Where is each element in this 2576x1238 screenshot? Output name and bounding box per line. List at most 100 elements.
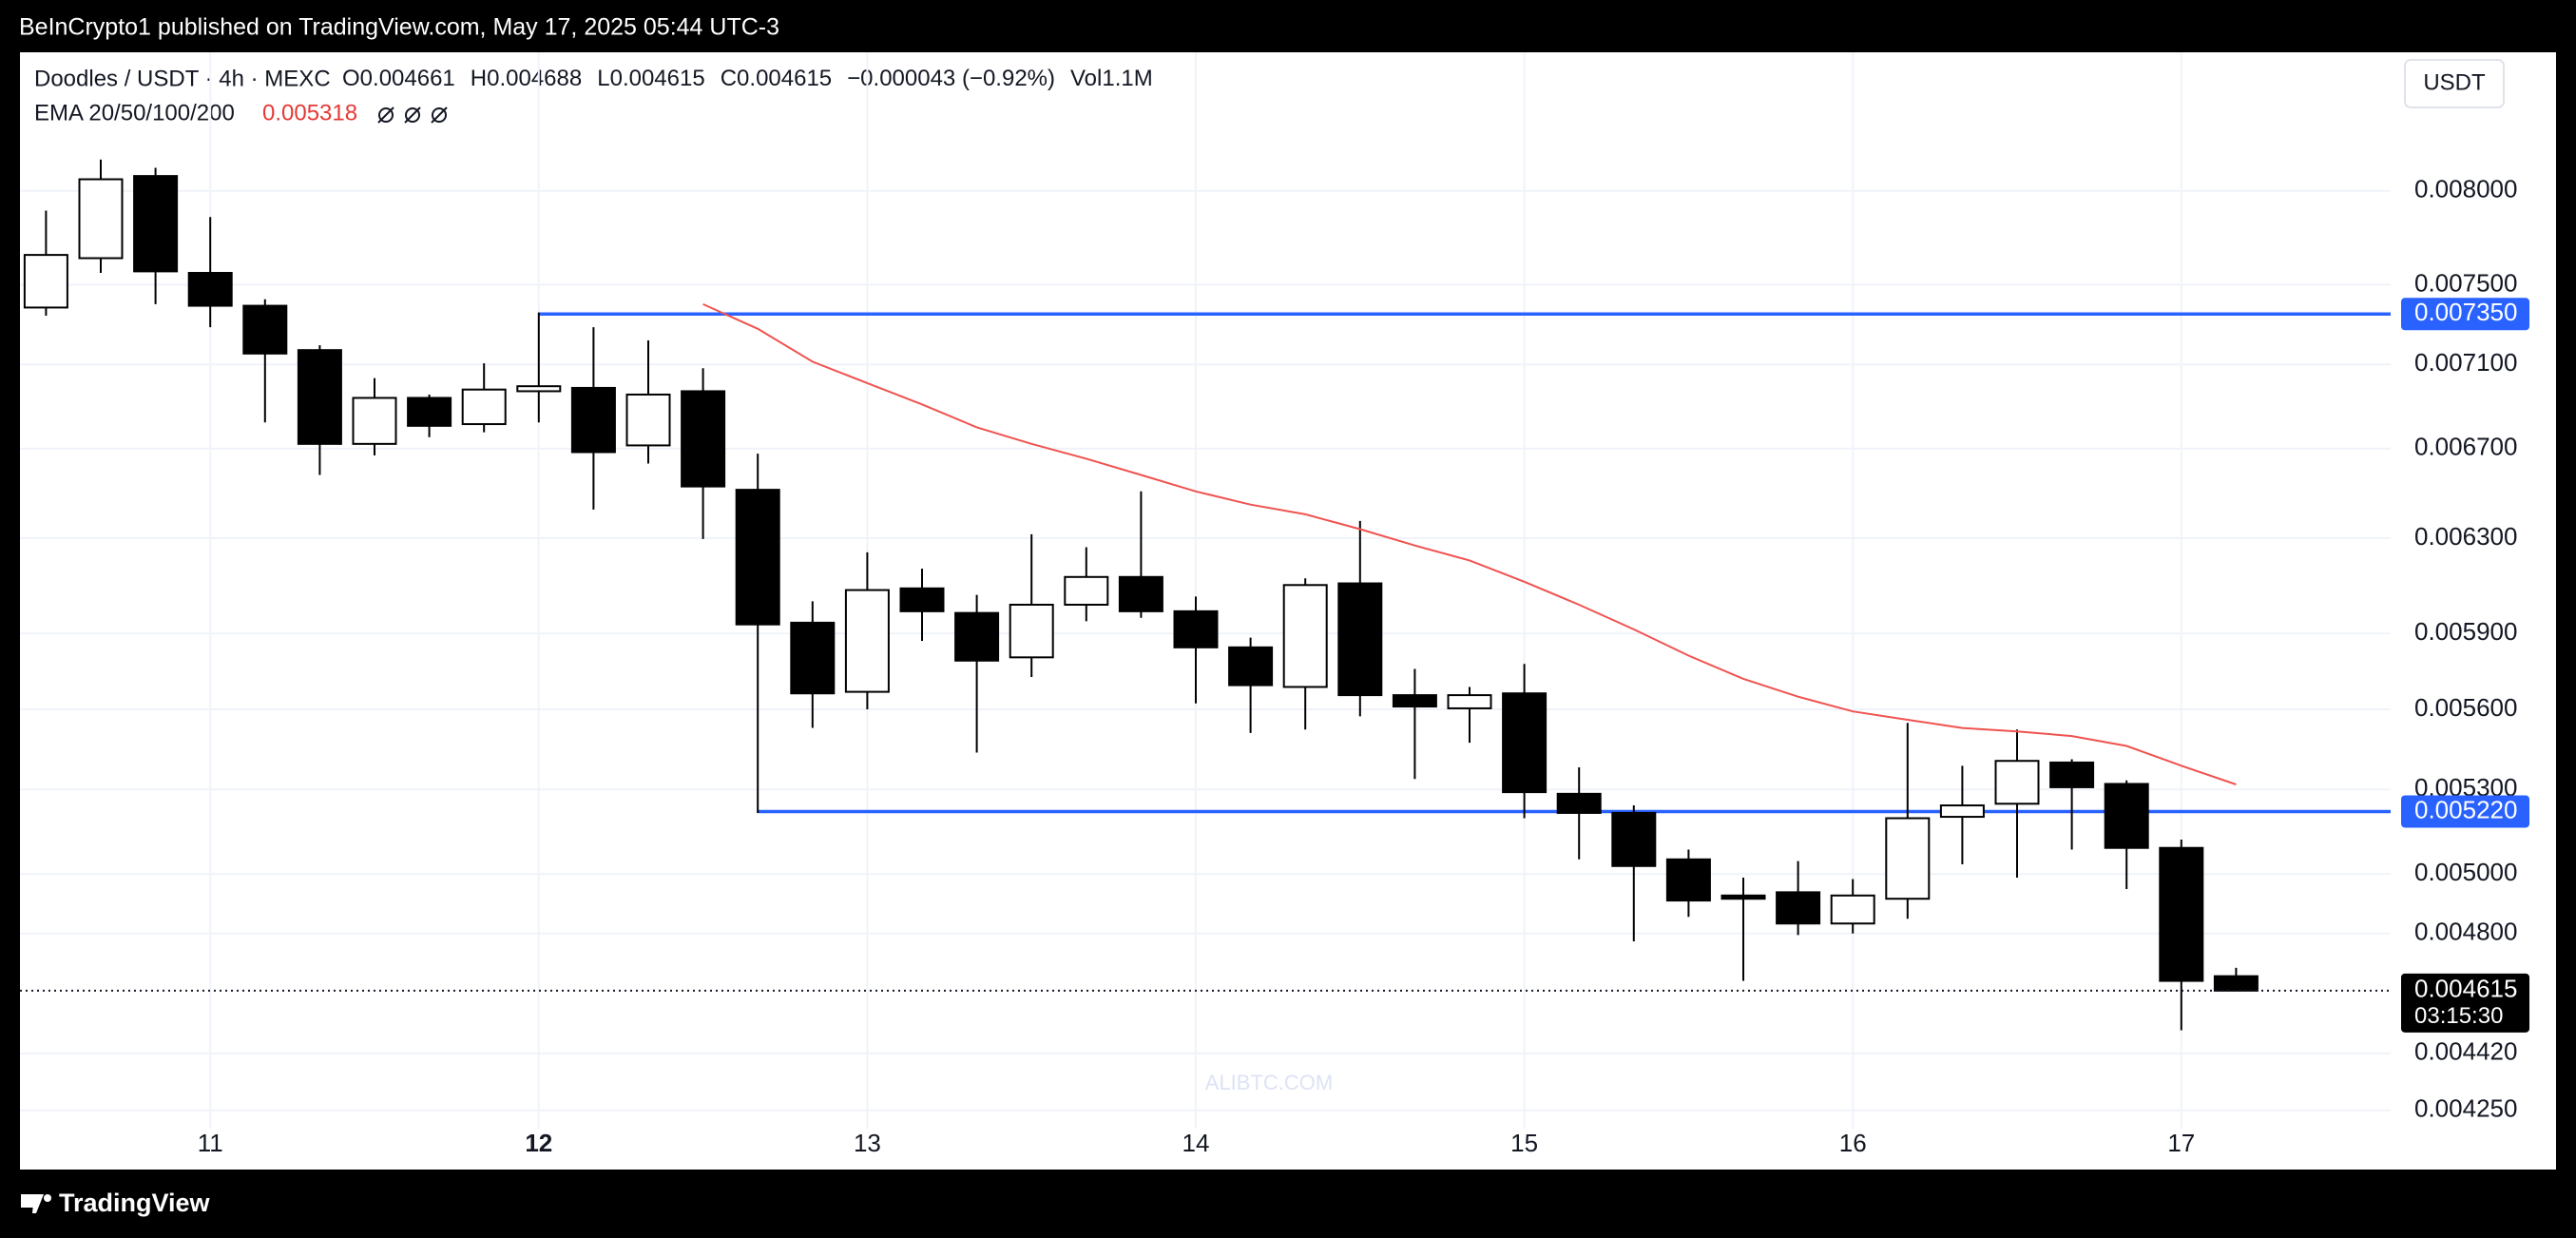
candle-body-up xyxy=(23,254,68,309)
candle-body-down xyxy=(2213,975,2259,992)
candle-body-up xyxy=(352,397,397,445)
y-tick-label: 0.005900 xyxy=(2414,617,2517,646)
ema-hidden-icon xyxy=(378,107,394,123)
candle xyxy=(1064,547,1109,622)
candle xyxy=(1556,767,1602,860)
candle-body-down xyxy=(681,390,726,488)
x-tick-label: 16 xyxy=(1839,1129,1867,1157)
candle xyxy=(1337,520,1383,717)
candle-body-down xyxy=(954,611,1000,662)
ema-hidden-icon xyxy=(405,107,420,123)
candle-body-down xyxy=(1392,694,1437,708)
candle xyxy=(133,167,179,304)
candle xyxy=(1447,687,1492,744)
candle-body-down xyxy=(1665,858,1711,902)
x-tick-label: 12 xyxy=(525,1129,552,1157)
x-tick-label: 11 xyxy=(198,1129,223,1157)
y-tick-label: 0.008000 xyxy=(2414,175,2517,203)
legend-ema-value: 0.005318 xyxy=(262,100,357,126)
legend-change: −0.000043 (−0.92%) xyxy=(847,66,1055,91)
candle xyxy=(2049,759,2095,850)
candle-body-up xyxy=(461,388,507,426)
ohlc-label: L xyxy=(597,66,609,91)
candle-body-up xyxy=(1885,817,1931,900)
candle xyxy=(516,312,562,423)
logo-mark xyxy=(32,1194,44,1213)
candle xyxy=(1830,879,1875,934)
candle xyxy=(78,159,124,274)
tradingview-logo xyxy=(21,1194,51,1213)
candle-body-down xyxy=(2104,783,2149,849)
logo-mark xyxy=(44,1194,51,1202)
publish-header: BeInCrypto1 published on TradingView.com… xyxy=(19,14,779,41)
candle-body-up xyxy=(1282,584,1328,688)
x-tick-label: 15 xyxy=(1510,1129,1538,1157)
candle-body-up xyxy=(625,393,671,447)
x-tick-label: 17 xyxy=(2167,1129,2195,1157)
candle-body-down xyxy=(570,386,616,454)
ohlc-label: H xyxy=(471,66,487,91)
currency-button[interactable] xyxy=(2404,59,2505,108)
candle-body-up xyxy=(1830,894,1875,925)
ohlc-value: 0.004688 xyxy=(487,66,582,91)
legend-volume: Vol1.1M xyxy=(1070,66,1153,91)
candle-body-down xyxy=(790,621,836,695)
candle xyxy=(1502,664,1548,819)
ohlc-label: O xyxy=(342,66,360,91)
candle-body-down xyxy=(1502,692,1548,794)
candle-body-up xyxy=(1009,603,1054,659)
candle-body-down xyxy=(1611,811,1657,867)
candle xyxy=(1118,491,1163,618)
legend-symbol: Doodles / USDT · 4h · MEXC xyxy=(34,66,331,91)
candle-body-down xyxy=(2159,846,2204,982)
y-tick-label: 0.005600 xyxy=(2414,693,2517,722)
level-tag xyxy=(2401,298,2529,331)
ema-line xyxy=(702,302,2237,785)
candle xyxy=(1228,637,1274,733)
legend: Doodles / USDT · 4h · MEXC EMA 20/50/100… xyxy=(34,66,1153,126)
candle xyxy=(681,368,726,539)
level-tag xyxy=(2401,795,2529,828)
candle-body-down xyxy=(899,587,945,612)
candle-body-down xyxy=(1173,609,1219,648)
candle xyxy=(1392,668,1437,780)
ema-hidden-icon xyxy=(404,106,421,124)
candle-body-down xyxy=(242,304,288,355)
currency-label[interactable]: USDT xyxy=(2423,69,2486,95)
candle-body-down xyxy=(1556,792,1602,814)
candle xyxy=(1885,723,1931,919)
ema-hidden-icon xyxy=(431,106,448,124)
candle-body-down xyxy=(735,489,780,626)
candle xyxy=(1721,877,1766,981)
candle xyxy=(1776,861,1821,936)
candle xyxy=(187,217,233,328)
candle xyxy=(1282,578,1328,730)
candle xyxy=(954,594,1000,753)
candle-body-down xyxy=(1337,582,1383,697)
candle xyxy=(297,345,342,475)
y-tick-label: 0.005000 xyxy=(2414,858,2517,886)
candle xyxy=(1665,849,1711,918)
level-label: 0.007350 xyxy=(2414,298,2517,326)
candle xyxy=(2213,967,2259,992)
legend-ohlc: O0.004661 H0.004688 L0.004615 C0.004615 −0.0… xyxy=(342,66,1153,91)
ohlc-value: 0.004615 xyxy=(737,66,832,91)
candle-body-up xyxy=(516,385,562,393)
candle xyxy=(461,363,507,433)
candle-body-up xyxy=(1994,760,2040,805)
candle-body-down xyxy=(1776,891,1821,925)
candle-body-up xyxy=(1447,694,1492,709)
candle xyxy=(242,299,288,423)
ema-hidden-icon xyxy=(377,106,394,124)
candle-body-up xyxy=(1939,804,1985,819)
watermark: ALIBTC.COM xyxy=(1205,1071,1333,1094)
ohlc-value: 0.004661 xyxy=(360,66,455,91)
candle xyxy=(1611,805,1657,942)
candle xyxy=(790,601,836,728)
footer-brand: TradingView xyxy=(59,1189,211,1217)
candle xyxy=(1939,765,1985,864)
candle xyxy=(625,339,671,464)
candle xyxy=(570,327,616,510)
last-price-tag xyxy=(2401,973,2529,1033)
